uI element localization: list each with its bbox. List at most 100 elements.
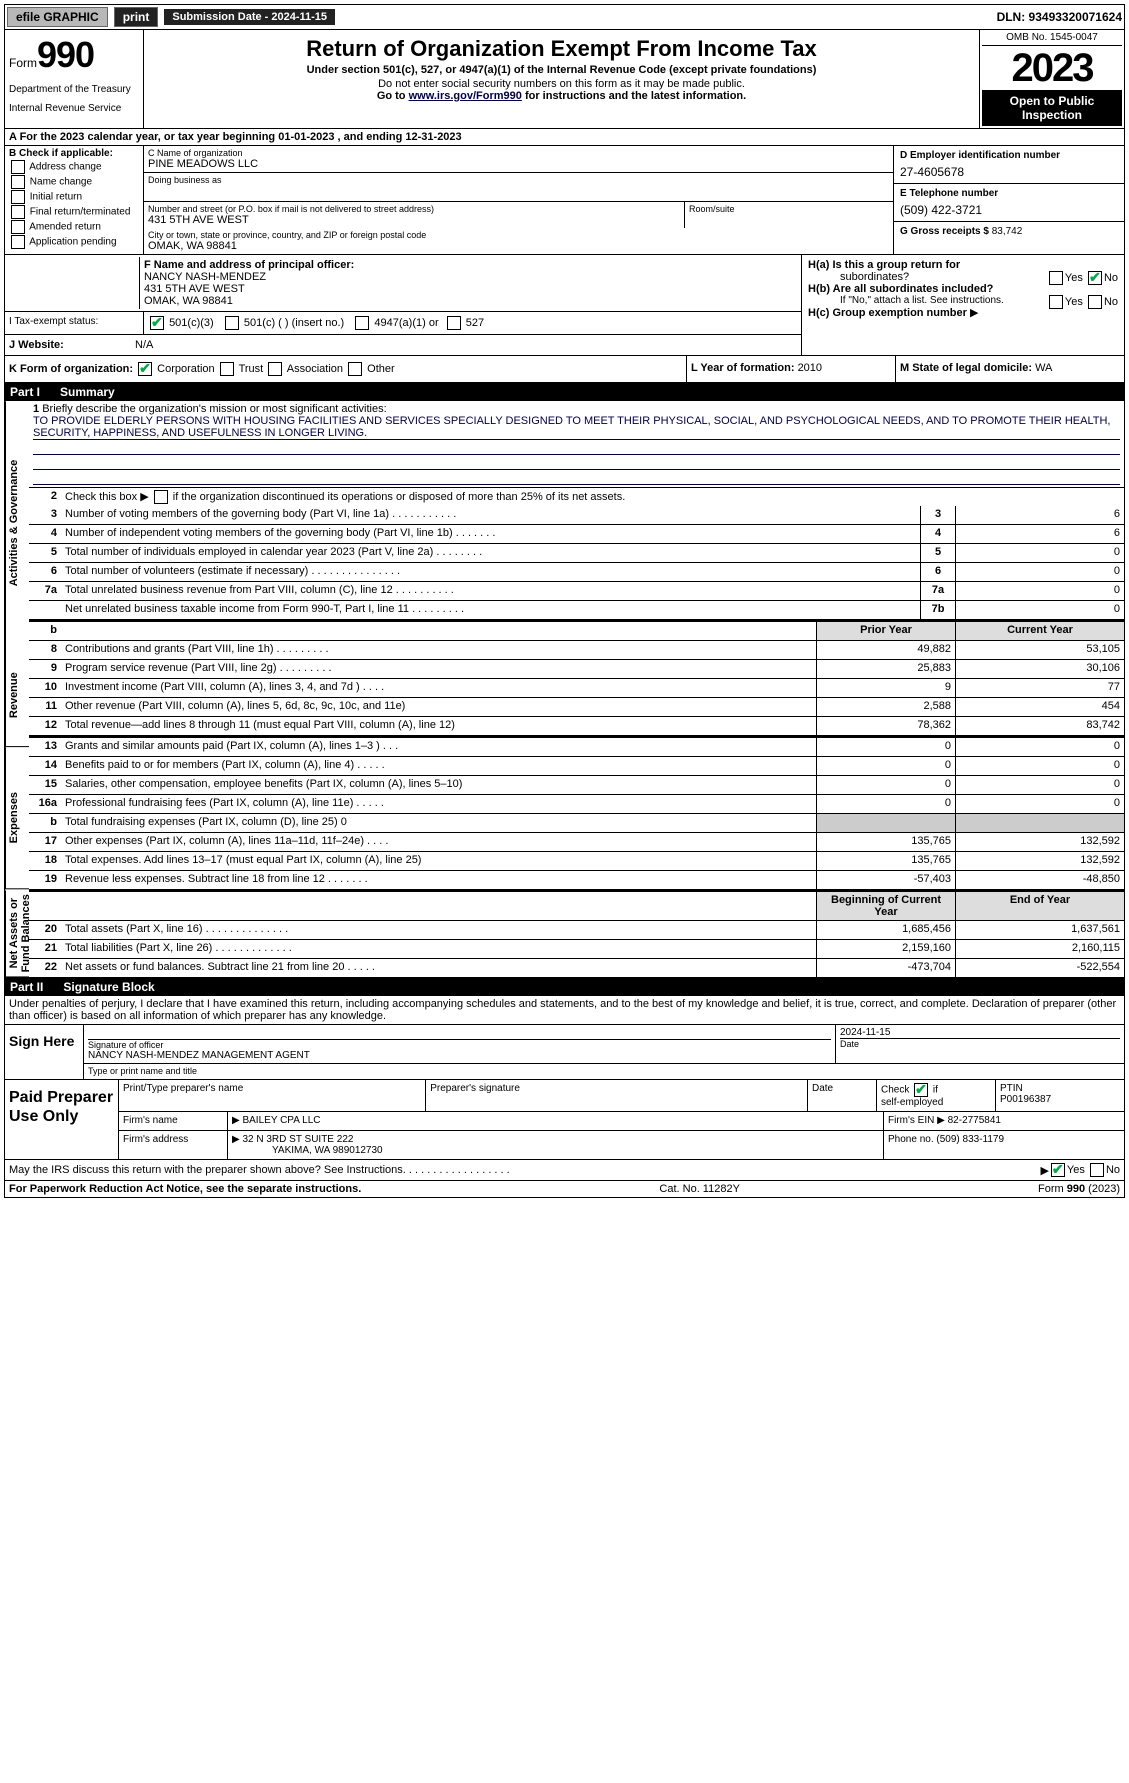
street-val: 431 5TH AVE WEST	[148, 214, 680, 226]
curr-10: 77	[955, 679, 1124, 697]
cb-4947[interactable]	[355, 316, 369, 330]
sign-here-block: Sign Here Signature of officerNANCY NASH…	[4, 1025, 1125, 1080]
cb-trust[interactable]	[220, 362, 234, 376]
goto-link[interactable]: www.irs.gov/Form990	[409, 90, 522, 102]
street-lbl: Number and street (or P.O. box if mail i…	[148, 204, 680, 214]
officer-name: NANCY NASH-MENDEZ	[144, 271, 793, 283]
efile-button[interactable]: efile GRAPHIC	[7, 7, 108, 27]
cb-address[interactable]: Address change	[9, 160, 139, 174]
hc-lbl: H(c) Group exemption number	[808, 307, 970, 319]
cb-final[interactable]: Final return/terminated	[9, 205, 139, 219]
form-header: Form990 Department of the Treasury Inter…	[4, 30, 1125, 129]
topbar: efile GRAPHIC print Submission Date - 20…	[4, 4, 1125, 30]
korg-row: K Form of organization: Corporation Trus…	[4, 356, 1125, 383]
cb-discontinued[interactable]	[154, 490, 168, 504]
goto-line: Go to www.irs.gov/Form990 for instructio…	[152, 90, 971, 102]
cb-self-employed[interactable]	[914, 1083, 928, 1097]
subtitle-2: Do not enter social security numbers on …	[152, 78, 971, 90]
mission-text: TO PROVIDE ELDERLY PERSONS WITH HOUSING …	[33, 415, 1120, 440]
part2-header: Part II Signature Block	[4, 978, 1125, 996]
firm-ein-lbl: Firm's EIN	[888, 1115, 934, 1126]
line-20: Total assets (Part X, line 16) . . . . .…	[61, 921, 816, 939]
cb-501c3[interactable]	[150, 316, 164, 330]
cb-hb-no[interactable]	[1088, 295, 1102, 309]
cb-amended[interactable]: Amended return	[9, 220, 139, 234]
val-7a: 0	[955, 582, 1124, 600]
pp-date-lbl: Date	[808, 1080, 877, 1111]
korg-lbl: K Form of organization:	[9, 363, 133, 375]
cb-application[interactable]: Application pending	[9, 235, 139, 249]
sig-date-lbl: Date	[840, 1038, 1120, 1049]
cb-initial[interactable]: Initial return	[9, 190, 139, 204]
hdr-prior: Prior Year	[816, 622, 955, 640]
cb-ha-yes[interactable]	[1049, 271, 1063, 285]
line-21: Total liabilities (Part X, line 26) . . …	[61, 940, 816, 958]
line-12: Total revenue—add lines 8 through 11 (mu…	[61, 717, 816, 735]
opt-other: Other	[367, 363, 395, 375]
line-6: Total number of volunteers (estimate if …	[61, 563, 920, 581]
vertical-tabs: Activities & Governance Revenue Expenses…	[5, 401, 29, 977]
period-row: A For the 2023 calendar year, or tax yea…	[4, 129, 1125, 146]
discuss-row: May the IRS discuss this return with the…	[4, 1160, 1125, 1181]
line-14: Benefits paid to or for members (Part IX…	[61, 757, 816, 775]
prior-15: 0	[816, 776, 955, 794]
group-return: H(a) Is this a group return for subordin…	[802, 255, 1124, 355]
prior-12: 78,362	[816, 717, 955, 735]
dept-treasury: Department of the Treasury	[9, 84, 139, 95]
cb-501c[interactable]	[225, 316, 239, 330]
line-3: Number of voting members of the governin…	[61, 506, 920, 524]
prior-9: 25,883	[816, 660, 955, 678]
cb-name[interactable]: Name change	[9, 175, 139, 189]
curr-22: -522,554	[955, 959, 1124, 977]
cb-assoc[interactable]	[268, 362, 282, 376]
tax-year: 2023	[982, 46, 1122, 90]
hb-yes: Yes	[1065, 296, 1083, 308]
tab-net-assets: Net Assets or Fund Balances	[5, 890, 29, 977]
line-18: Total expenses. Add lines 13–17 (must eq…	[61, 852, 816, 870]
val-6: 0	[955, 563, 1124, 581]
cb-discuss-no[interactable]	[1090, 1163, 1104, 1177]
val-5: 0	[955, 544, 1124, 562]
form-prefix: Form	[9, 56, 37, 70]
website-val: N/A	[135, 339, 153, 351]
org-name: PINE MEADOWS LLC	[148, 158, 889, 170]
goto-prefix: Go to	[377, 90, 409, 102]
website-lbl: J Website:	[9, 339, 135, 351]
line-15: Salaries, other compensation, employee b…	[61, 776, 816, 794]
opt-501c: 501(c) ( ) (insert no.)	[244, 317, 344, 329]
tax-status-lbl: I Tax-exempt status:	[5, 312, 144, 334]
curr-21: 2,160,115	[955, 940, 1124, 958]
opt-4947: 4947(a)(1) or	[374, 317, 438, 329]
line-19: Revenue less expenses. Subtract line 18 …	[61, 871, 816, 889]
firm-phone-lbl: Phone no.	[888, 1134, 934, 1145]
curr-9: 30,106	[955, 660, 1124, 678]
irs-label: Internal Revenue Service	[9, 103, 139, 114]
cb-527[interactable]	[447, 316, 461, 330]
line-13: Grants and similar amounts paid (Part IX…	[61, 738, 816, 756]
curr-19: -48,850	[955, 871, 1124, 889]
gross-lbl: G Gross receipts $	[900, 226, 989, 237]
val-3: 6	[955, 506, 1124, 524]
line-16b: Total fundraising expenses (Part IX, col…	[61, 814, 816, 832]
cb-other[interactable]	[348, 362, 362, 376]
domicile-lbl: M State of legal domicile:	[900, 362, 1035, 374]
cb-corp[interactable]	[138, 362, 152, 376]
firm-name-lbl: Firm's name	[119, 1112, 228, 1130]
cb-discuss-yes[interactable]	[1051, 1163, 1065, 1177]
opt-corp: Corporation	[157, 363, 214, 375]
prior-10: 9	[816, 679, 955, 697]
year-formation: 2010	[798, 362, 822, 374]
curr-13: 0	[955, 738, 1124, 756]
print-button[interactable]: print	[114, 7, 159, 27]
opt-501c3: 501(c)(3)	[169, 317, 214, 329]
prior-19: -57,403	[816, 871, 955, 889]
line-7b: Net unrelated business taxable income fr…	[61, 601, 920, 619]
cb-ha-no[interactable]	[1088, 271, 1102, 285]
sig-intro: Under penalties of perjury, I declare th…	[4, 996, 1125, 1025]
hb-no: No	[1104, 296, 1118, 308]
officer-street: 431 5TH AVE WEST	[144, 283, 793, 295]
sign-here-lbl: Sign Here	[5, 1025, 84, 1079]
paid-preparer-block: Paid Preparer Use Only Print/Type prepar…	[4, 1080, 1125, 1160]
val-7b: 0	[955, 601, 1124, 619]
cb-hb-yes[interactable]	[1049, 295, 1063, 309]
